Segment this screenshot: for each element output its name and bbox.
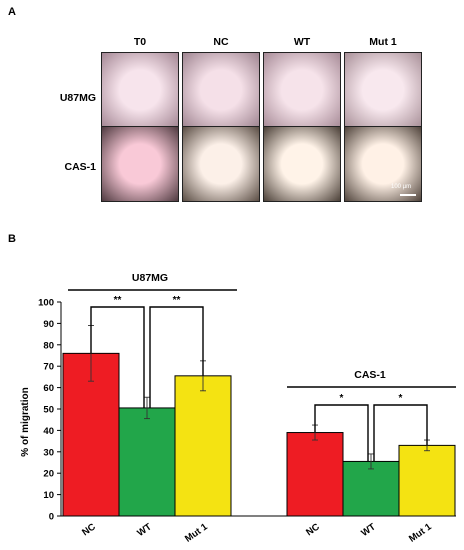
column-header-t0: T0 — [133, 36, 147, 48]
y-tick-label: 70 — [43, 362, 54, 373]
micrograph-cas1-mut1 — [344, 126, 422, 202]
group-label-cas1: CAS-1 — [354, 369, 386, 381]
y-tick-label: 100 — [38, 298, 54, 309]
row-header-u87mg: U87MG — [59, 92, 96, 104]
x-tick-label: Mut 1 — [407, 521, 434, 545]
micrograph-cas1-t0 — [101, 126, 179, 202]
panel-a-label: A — [8, 6, 16, 18]
column-header-mut1: Mut 1 — [369, 36, 397, 48]
bar — [174, 375, 232, 517]
y-axis-label: % of migration — [20, 387, 31, 456]
y-tick-label: 0 — [49, 512, 54, 523]
significance-bracket — [314, 404, 369, 462]
significance-bracket — [149, 306, 204, 408]
x-tick-label: WT — [135, 521, 154, 539]
group-label-u87mg: U87MG — [132, 272, 168, 284]
micrograph-cas1-nc — [182, 126, 260, 202]
x-tick-label: NC — [80, 521, 98, 538]
significance-marker: ** — [114, 295, 122, 306]
significance-bracket — [373, 404, 428, 462]
y-tick-label: 30 — [43, 447, 54, 458]
column-header-nc: NC — [213, 36, 229, 48]
bar — [62, 352, 120, 517]
y-tick-label: 40 — [43, 426, 54, 437]
panel-b-label: B — [8, 233, 16, 245]
y-tick-label: 90 — [43, 319, 54, 330]
micrograph-cas1-wt — [263, 126, 341, 202]
y-tick-label: 50 — [43, 405, 54, 416]
significance-marker: * — [399, 393, 403, 404]
bar — [398, 444, 456, 517]
bar — [286, 432, 344, 517]
significance-marker: ** — [173, 295, 181, 306]
bar — [342, 460, 400, 517]
x-tick-label: NC — [304, 521, 322, 538]
y-tick-label: 80 — [43, 340, 54, 351]
scale-bar-label: 100 µm — [391, 184, 412, 190]
micrograph-u87mg-t0 — [101, 52, 179, 128]
scale-bar — [400, 194, 416, 196]
y-tick-label: 10 — [43, 490, 54, 501]
micrograph-u87mg-nc — [182, 52, 260, 128]
y-tick-label: 20 — [43, 469, 54, 480]
row-header-cas1: CAS-1 — [64, 161, 96, 173]
significance-bracket — [90, 306, 145, 408]
y-tick-label: 60 — [43, 383, 54, 394]
micrograph-u87mg-wt — [263, 52, 341, 128]
x-tick-label: WT — [359, 521, 378, 539]
x-tick-label: Mut 1 — [183, 521, 210, 545]
micrograph-u87mg-mut1 — [344, 52, 422, 128]
bar — [118, 407, 176, 517]
column-header-wt: WT — [293, 36, 311, 48]
significance-marker: * — [340, 393, 344, 404]
